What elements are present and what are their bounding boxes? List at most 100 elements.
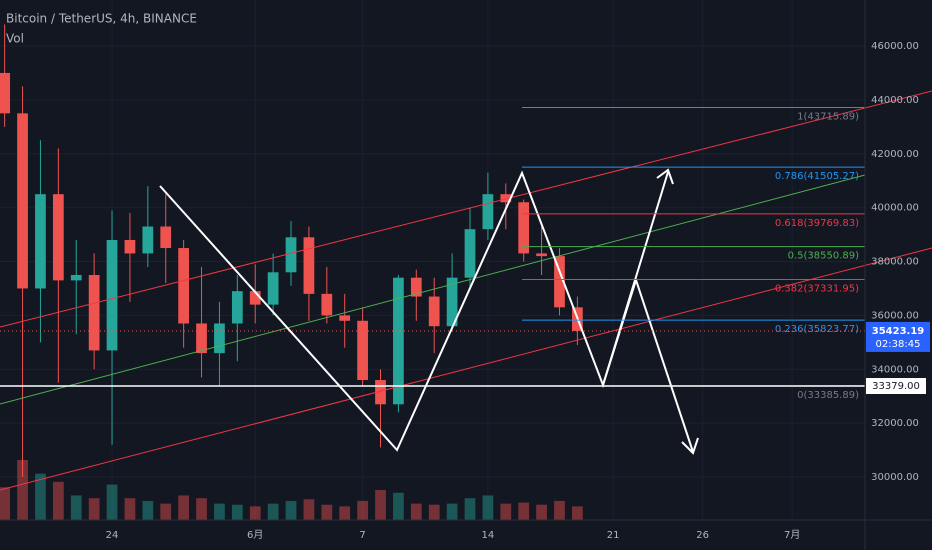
fib-label: 0.786(41505.27) (775, 171, 859, 182)
volume-bar (0, 487, 11, 520)
candle-body (106, 239, 118, 351)
x-tick-label: 24 (106, 530, 119, 541)
volume-layer (0, 460, 583, 520)
price-tag-label: 33379.00 (872, 381, 920, 392)
volume-bar (178, 495, 190, 520)
volume-bar (393, 492, 404, 520)
y-tick-label: 38000.00 (871, 257, 919, 268)
channel-mid (0, 174, 866, 405)
candle-body (375, 380, 386, 405)
arrow-head (656, 168, 674, 185)
volume-bar (518, 502, 530, 520)
candle-body (303, 237, 315, 294)
candle-body (196, 323, 207, 354)
candle-body (88, 274, 100, 351)
fib-label: 0.5(38550.89) (788, 251, 860, 262)
x-tick-label: 6月 (247, 529, 263, 541)
volume-bar (106, 484, 118, 520)
candle-body (214, 323, 225, 354)
candle-body (321, 293, 333, 316)
volume-bar (231, 504, 243, 520)
y-tick-label: 42000.00 (871, 149, 919, 160)
candle-body (52, 194, 64, 281)
volume-bar (554, 500, 565, 520)
candle-body (231, 291, 243, 324)
volume-bar (572, 506, 583, 520)
volume-bar (375, 490, 386, 520)
candle-body (124, 239, 136, 254)
volume-label: Vol (6, 32, 24, 46)
volume-bar (285, 500, 297, 520)
volume-bar (267, 503, 279, 520)
candle-body (482, 194, 494, 230)
chart-title: Bitcoin / TetherUS, 4h, BINANCE (6, 12, 197, 26)
volume-bar (17, 460, 28, 520)
fib-label: 0(33385.89) (797, 390, 859, 401)
fib-label: 0.618(39769.83) (775, 218, 859, 229)
candle-body (357, 320, 368, 381)
candle-body (464, 229, 476, 278)
x-tick-label: 7月 (784, 529, 800, 541)
candle-body (446, 277, 458, 327)
candle-body (35, 194, 46, 289)
volume-bar (249, 506, 261, 520)
volume-bar (196, 498, 207, 520)
fib-label: 0.236(35823.77) (775, 324, 859, 335)
channel-upper (0, 90, 932, 328)
fib-label: 1(43715.89) (797, 112, 859, 123)
candle-body (17, 113, 28, 289)
y-tick-label: 40000.00 (871, 203, 919, 214)
candle-body (0, 72, 11, 114)
candle-body (70, 274, 82, 281)
volume-bar (35, 473, 46, 520)
y-tick-label: 30000.00 (871, 472, 919, 483)
volume-bar (410, 503, 422, 520)
x-tick-label: 21 (607, 530, 620, 541)
volume-bar (321, 504, 333, 520)
volume-bar (214, 503, 225, 520)
y-tick-label: 44000.00 (871, 95, 919, 106)
arrow-head (681, 437, 699, 455)
countdown: 02:38:45 (876, 339, 921, 350)
volume-bar (482, 495, 494, 520)
y-tick-label: 32000.00 (871, 418, 919, 429)
volume-bar (536, 504, 547, 520)
candle-body (428, 296, 440, 327)
volume-bar (303, 499, 315, 520)
last-price-tag (866, 321, 930, 352)
candle-body (518, 202, 530, 254)
candle-layer (0, 24, 583, 478)
volume-bar (70, 495, 82, 520)
x-tick-label: 26 (696, 530, 709, 541)
candle-body (500, 194, 512, 203)
volume-bar (160, 503, 172, 520)
volume-bar (500, 503, 512, 520)
x-tick-label: 14 (482, 530, 495, 541)
volume-bar (339, 506, 351, 520)
candle-body (142, 226, 154, 254)
volume-bar (142, 500, 154, 520)
volume-bar (52, 481, 64, 520)
candle-body (393, 277, 404, 405)
fib-label: 0.382(37331.95) (775, 284, 859, 295)
y-tick-label: 36000.00 (871, 310, 919, 321)
candle-body (267, 272, 279, 305)
y-tick-label: 46000.00 (871, 41, 919, 52)
price-tag (866, 378, 926, 395)
candle-body (178, 248, 190, 324)
x-tick-label: 7 (359, 530, 365, 541)
last-price-label: 35423.19 (872, 326, 925, 337)
candle-body (536, 253, 547, 257)
volume-bar (124, 498, 136, 520)
y-tick-label: 34000.00 (871, 364, 919, 375)
candle-body (160, 226, 172, 249)
candle-body (285, 237, 297, 273)
volume-bar (88, 498, 100, 520)
volume-bar (357, 500, 368, 520)
candle-body (339, 315, 351, 321)
volume-bar (428, 504, 440, 520)
drawings: 1(43715.89) 0.786(41505.27) 0.618(39769.83… (0, 90, 932, 491)
channel-lower (0, 247, 932, 491)
candle-body (249, 291, 261, 305)
